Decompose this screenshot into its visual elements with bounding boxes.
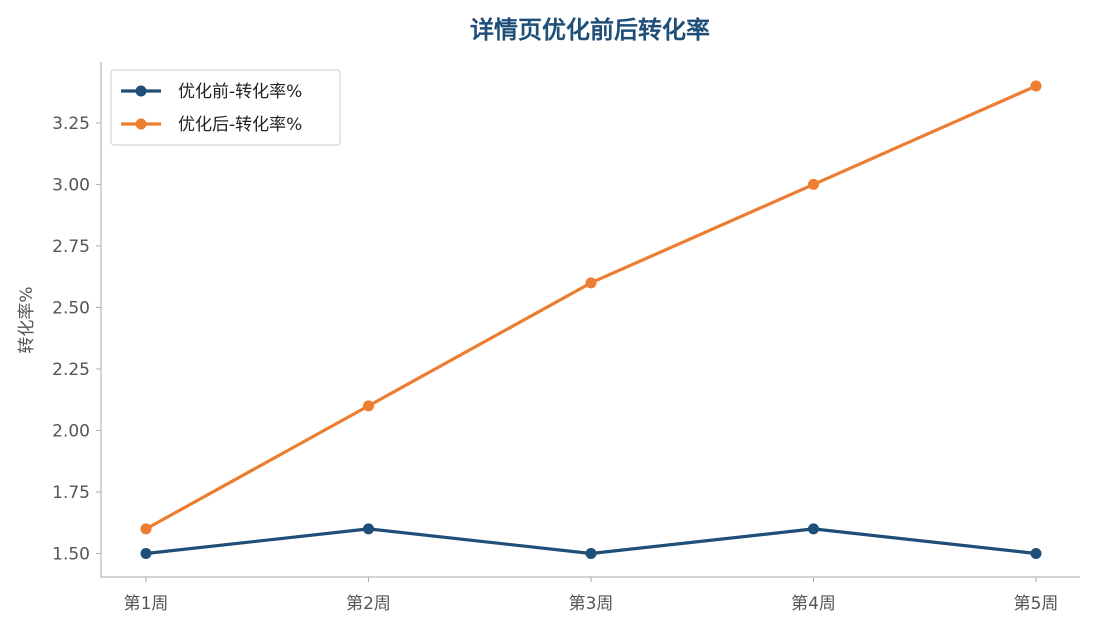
legend-label: 优化前-转化率%: [178, 82, 302, 102]
y-tick-label: 1.50: [52, 545, 90, 565]
chart-title: 详情页优化前后转化率: [470, 16, 710, 44]
data-point: [1030, 548, 1042, 559]
data-point: [140, 548, 152, 559]
legend: 优化前-转化率% 优化后-转化率%: [110, 69, 341, 146]
x-tick-label: 第5周: [1014, 594, 1059, 614]
y-tick-label: 2.25: [52, 360, 90, 380]
data-point: [363, 523, 374, 535]
legend-label: 优化后-转化率%: [178, 115, 302, 135]
y-tick-label: 2.50: [52, 298, 90, 318]
y-tick-label: 3.00: [52, 175, 90, 195]
legend-marker: [135, 85, 147, 97]
y-tick-label: 1.75: [52, 483, 90, 503]
data-point: [808, 178, 819, 190]
x-tick-label: 第3周: [569, 594, 614, 614]
data-point: [808, 523, 819, 535]
data-point: [585, 277, 597, 289]
series-line-2: [144, 84, 1038, 531]
legend-marker: [135, 118, 147, 130]
series-layer: [140, 80, 1042, 559]
data-point: [585, 548, 597, 559]
x-tick-label: 第1周: [124, 594, 169, 614]
y-ticks: 1.50 1.75 2.00 2.25 2.50 2.75 3.00 3.25: [52, 114, 101, 565]
data-point: [1030, 80, 1042, 92]
x-tick-label: 第4周: [791, 594, 836, 614]
data-point: [363, 400, 374, 412]
x-ticks: 第1周 第2周 第3周 第4周 第5周: [124, 577, 1059, 614]
y-tick-label: 2.00: [52, 421, 90, 441]
y-tick-label: 3.25: [52, 114, 90, 134]
y-axis-label: 转化率%: [17, 286, 37, 353]
data-point: [140, 523, 152, 535]
x-tick-label: 第2周: [346, 594, 391, 614]
y-tick-label: 2.75: [52, 237, 90, 257]
legend-box: [110, 69, 341, 146]
